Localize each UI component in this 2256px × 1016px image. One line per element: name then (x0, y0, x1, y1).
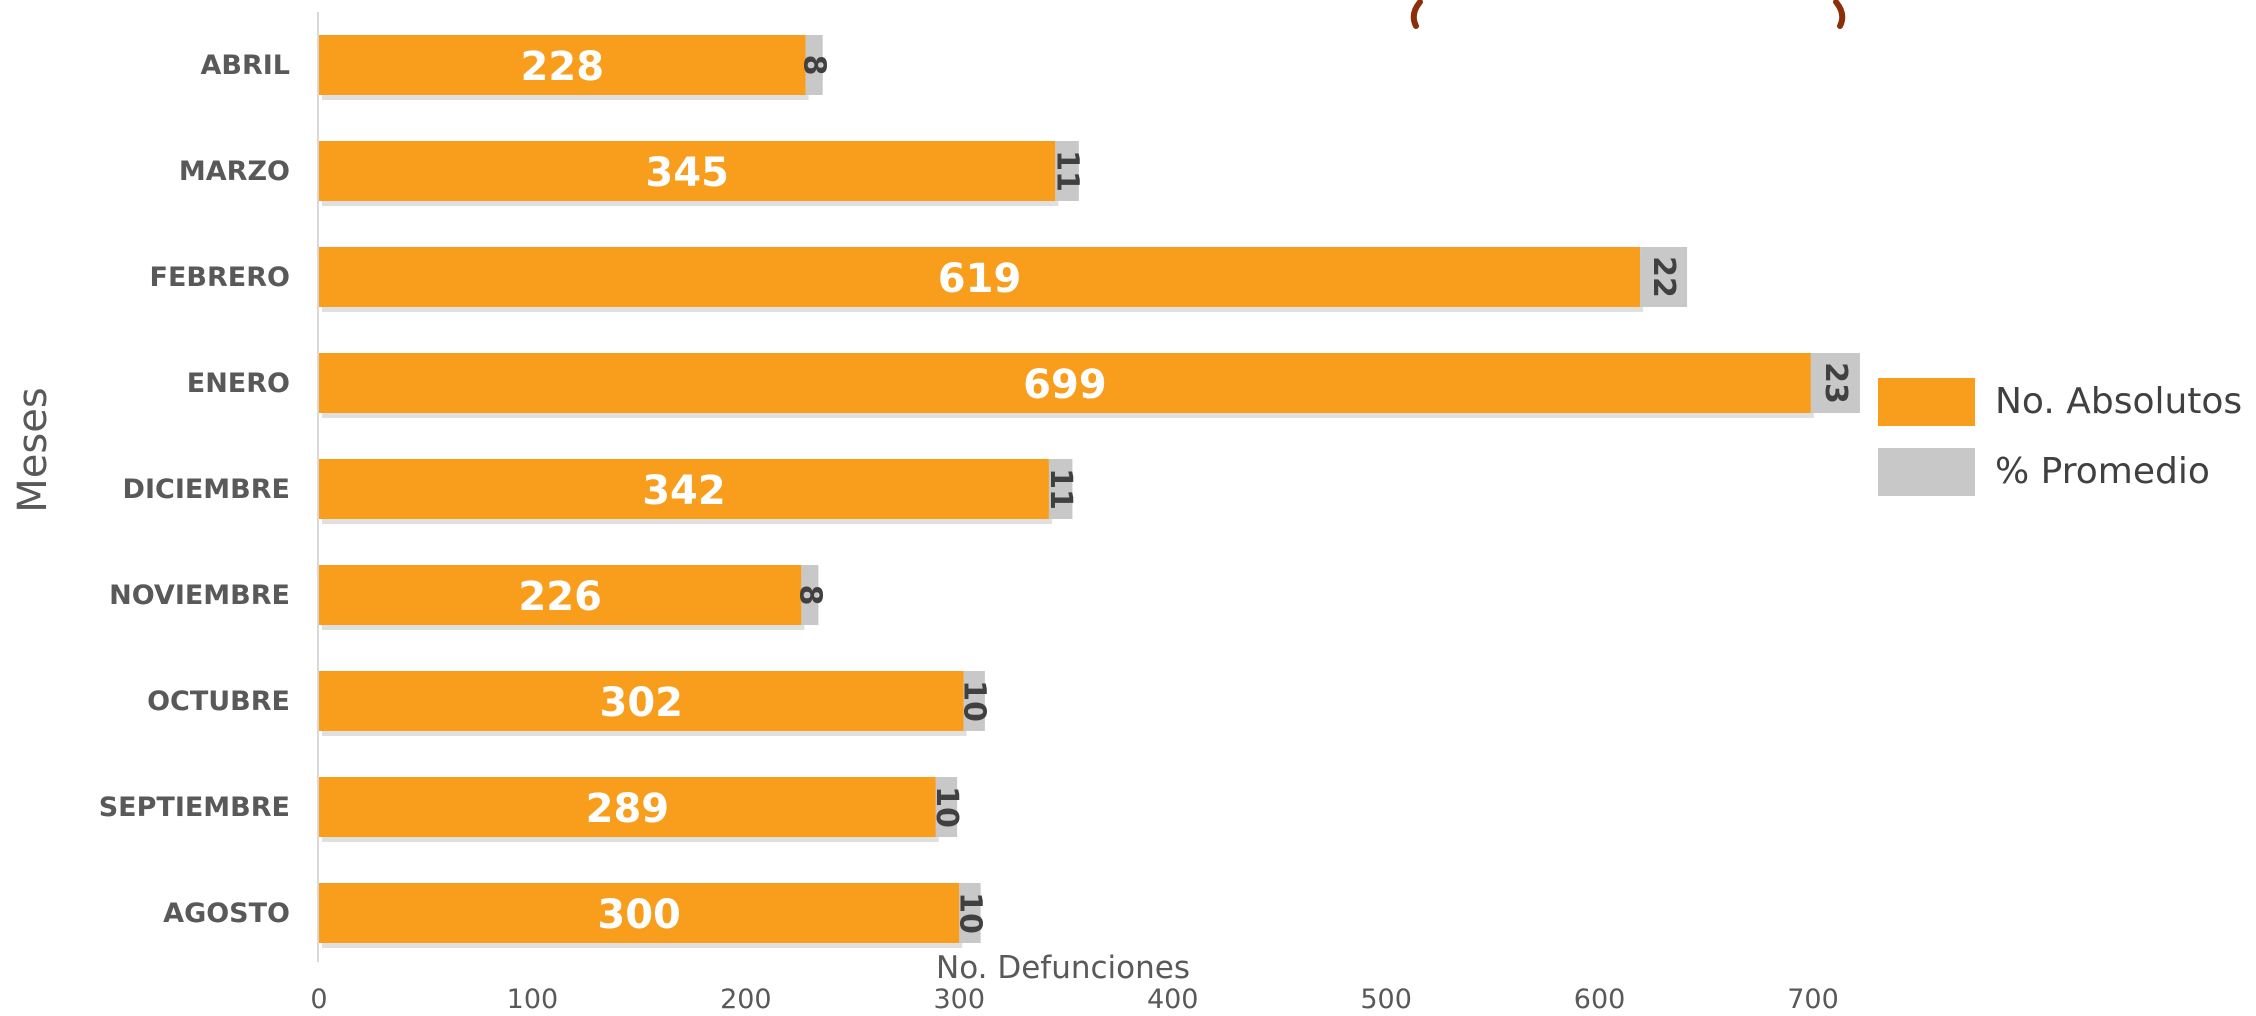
bar-absolutos (319, 565, 802, 625)
value-label-promedio: 10 (957, 680, 992, 722)
value-label-absolutos: 300 (597, 892, 681, 938)
category-label: NOVIEMBRE (109, 580, 290, 611)
legend-item-absolutos: No. Absolutos (1878, 378, 2242, 426)
title-paren-left (1410, 0, 1423, 29)
category-label: AGOSTO (163, 898, 290, 929)
category-label: FEBRERO (150, 262, 290, 293)
category-label: MARZO (179, 156, 290, 187)
value-label-absolutos: 289 (586, 786, 670, 832)
category-label: DICIEMBRE (123, 474, 290, 505)
bar-absolutos (319, 777, 936, 837)
title-fragment (1410, 0, 1846, 29)
axis-layer: ABRIL MARZO FEBRERO ENERO DICIEMBRE NOVIEMBRE… (10, 12, 1839, 1015)
x-tick-label: 600 (1574, 984, 1626, 1012)
bar-absolutos (319, 353, 1811, 413)
value-label-absolutos: 699 (1023, 362, 1107, 408)
category-label: ABRIL (200, 50, 290, 81)
value-label-promedio: 11 (1050, 150, 1085, 192)
category-label: ENERO (187, 368, 290, 399)
value-label-absolutos: 228 (521, 44, 605, 90)
x-tick-label: 100 (507, 984, 559, 1012)
x-tick-label: 0 (310, 984, 327, 1012)
bar-absolutos (319, 141, 1056, 201)
bar-promedio (935, 777, 958, 837)
legend-swatch (1878, 448, 1975, 496)
category-label: OCTUBRE (147, 686, 290, 717)
bar-promedio (1055, 141, 1079, 201)
bar-promedio (1640, 247, 1688, 307)
bar-promedio (1048, 459, 1073, 519)
legend: No. Absolutos % Promedio (1878, 378, 2242, 496)
x-axis-title: No. Defunciones (936, 950, 1190, 986)
value-label-promedio: 10 (952, 892, 987, 934)
value-label-promedio: 8 (792, 585, 827, 606)
legend-label: % Promedio (1995, 451, 2210, 492)
bar-promedio (959, 883, 981, 943)
legend-label: No. Absolutos (1995, 381, 2242, 422)
legend-item-promedio: % Promedio (1878, 448, 2210, 496)
category-label: SEPTIEMBRE (99, 792, 290, 823)
value-label-promedio: 8 (797, 55, 832, 76)
x-tick-label: 200 (720, 984, 772, 1012)
x-tick-label: 700 (1787, 984, 1839, 1012)
value-label-absolutos: 302 (600, 680, 684, 726)
bar-promedio (963, 671, 985, 731)
bar-promedio (801, 565, 819, 625)
value-label-promedio: 23 (1818, 362, 1853, 404)
bar-absolutos (319, 883, 960, 943)
bar-promedio (805, 35, 823, 95)
bar-promedio (1810, 353, 1860, 413)
value-label-absolutos: 226 (518, 574, 602, 620)
legend-swatch (1878, 378, 1975, 426)
x-tick-label: 400 (1147, 984, 1199, 1012)
title-paren-right (1833, 0, 1846, 29)
value-label-absolutos: 619 (938, 256, 1022, 302)
value-label-absolutos: 342 (642, 468, 726, 514)
bar-absolutos (319, 671, 964, 731)
value-label-promedio: 11 (1043, 468, 1078, 510)
x-tick-label: 300 (934, 984, 986, 1012)
value-label-promedio: 22 (1646, 256, 1681, 298)
value-label-absolutos: 345 (645, 150, 729, 196)
bars-layer: 228 8 345 11 619 22 699 23 342 11 226 8 302 10 289 10 30… (319, 35, 1860, 948)
y-axis-title: Meses (10, 387, 56, 512)
bar-absolutos (319, 35, 806, 95)
bar-absolutos (319, 247, 1641, 307)
x-tick-label: 500 (1360, 984, 1412, 1012)
bar-absolutos (319, 459, 1049, 519)
value-label-promedio: 10 (929, 786, 964, 828)
